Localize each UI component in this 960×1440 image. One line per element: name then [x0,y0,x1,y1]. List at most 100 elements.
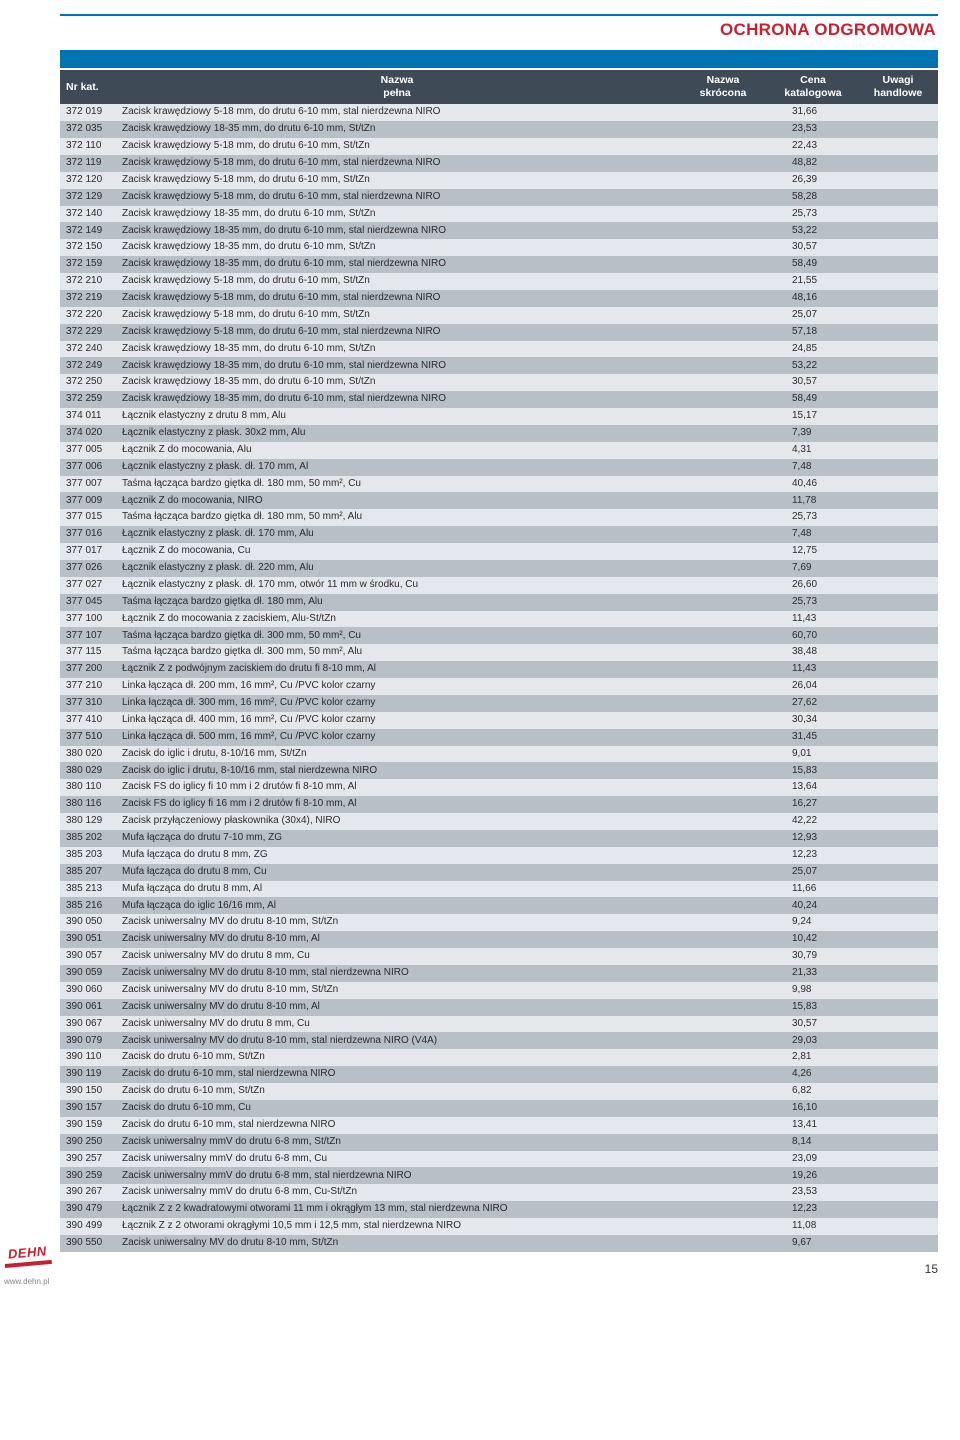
table-row: 380 116Zacisk FS do iglicy fi 16 mm i 2 … [60,796,938,813]
cell-nr: 390 061 [60,999,116,1016]
table-row: 377 026Łącznik elastyczny z płask. dł. 2… [60,560,938,577]
cell-cena: 11,08 [768,1218,858,1235]
cell-cena: 30,57 [768,374,858,391]
table-row: 385 216Mufa łącząca do iglic 16/16 mm, A… [60,897,938,914]
cell-nr: 377 310 [60,695,116,712]
table-row: 390 050Zacisk uniwersalny MV do drutu 8-… [60,914,938,931]
cell-skrocona [678,729,768,746]
cell-nazwa: Zacisk uniwersalny MV do drutu 8 mm, Cu [116,1016,678,1033]
table-row: 377 115Taśma łącząca bardzo giętka dł. 3… [60,644,938,661]
cell-nazwa: Mufa łącząca do iglic 16/16 mm, Al [116,897,678,914]
cell-cena: 12,75 [768,543,858,560]
divider-blue [60,50,938,68]
cell-nazwa: Mufa łącząca do drutu 8 mm, ZG [116,847,678,864]
cell-nr: 390 050 [60,914,116,931]
footer-url: www.dehn.pl [4,1277,49,1286]
cell-skrocona [678,442,768,459]
cell-nazwa: Zacisk krawędziowy 5-18 mm, do drutu 6-1… [116,324,678,341]
table-row: 372 149Zacisk krawędziowy 18-35 mm, do d… [60,222,938,239]
cell-uwagi [858,189,938,206]
cell-nr: 377 009 [60,492,116,509]
cell-uwagi [858,138,938,155]
cell-nazwa: Łącznik elastyczny z płask. dł. 170 mm, … [116,526,678,543]
cell-skrocona [678,1016,768,1033]
cell-nr: 377 107 [60,627,116,644]
cell-uwagi [858,1083,938,1100]
cell-uwagi [858,155,938,172]
cell-nr: 385 207 [60,864,116,881]
table-row: 390 059Zacisk uniwersalny MV do drutu 8-… [60,965,938,982]
cell-nr: 372 140 [60,206,116,223]
cell-cena: 10,42 [768,931,858,948]
cell-nr: 377 027 [60,577,116,594]
cell-cena: 53,22 [768,222,858,239]
table-row: 377 107Taśma łącząca bardzo giętka dł. 3… [60,627,938,644]
cell-skrocona [678,897,768,914]
cell-cena: 57,18 [768,324,858,341]
cell-nr: 385 213 [60,881,116,898]
cell-nr: 372 219 [60,290,116,307]
cell-nazwa: Zacisk krawędziowy 18-35 mm, do drutu 6-… [116,256,678,273]
cell-skrocona [678,1134,768,1151]
cell-uwagi [858,577,938,594]
cell-uwagi [858,762,938,779]
cell-skrocona [678,1049,768,1066]
cell-cena: 7,48 [768,526,858,543]
cell-cena: 23,53 [768,121,858,138]
cell-cena: 24,85 [768,341,858,358]
cell-nazwa: Zacisk do drutu 6-10 mm, Cu [116,1100,678,1117]
cell-nazwa: Zacisk krawędziowy 18-35 mm, do drutu 6-… [116,239,678,256]
th-nr: Nr kat. [60,70,116,104]
cell-skrocona [678,290,768,307]
cell-nazwa: Taśma łącząca bardzo giętka dł. 180 mm, … [116,594,678,611]
cell-uwagi [858,341,938,358]
cell-nazwa: Zacisk krawędziowy 18-35 mm, do drutu 6-… [116,374,678,391]
cell-nr: 372 150 [60,239,116,256]
cell-cena: 7,39 [768,425,858,442]
cell-nazwa: Łącznik Z do mocowania, Cu [116,543,678,560]
table-row: 377 510Linka łącząca dł. 500 mm, 16 mm²,… [60,729,938,746]
cell-uwagi [858,678,938,695]
table-row: 385 207Mufa łącząca do drutu 8 mm, Cu25,… [60,864,938,881]
cell-nazwa: Zacisk uniwersalny mmV do drutu 6-8 mm, … [116,1167,678,1184]
cell-nr: 390 159 [60,1117,116,1134]
cell-nazwa: Zacisk uniwersalny MV do drutu 8-10 mm, … [116,931,678,948]
cell-uwagi [858,408,938,425]
cell-nr: 390 051 [60,931,116,948]
cell-nazwa: Zacisk krawędziowy 5-18 mm, do drutu 6-1… [116,290,678,307]
cell-cena: 25,73 [768,206,858,223]
table-row: 377 410Linka łącząca dł. 400 mm, 16 mm²,… [60,712,938,729]
table-row: 390 159Zacisk do drutu 6-10 mm, stal nie… [60,1117,938,1134]
cell-cena: 42,22 [768,813,858,830]
cell-uwagi [858,1201,938,1218]
table-row: 372 019Zacisk krawędziowy 5-18 mm, do dr… [60,104,938,121]
cell-nr: 390 250 [60,1134,116,1151]
cell-uwagi [858,931,938,948]
cell-skrocona [678,1184,768,1201]
table-row: 390 079Zacisk uniwersalny MV do drutu 8-… [60,1032,938,1049]
table-row: 377 100Łącznik Z do mocowania z zaciskie… [60,611,938,628]
cell-nazwa: Zacisk uniwersalny mmV do drutu 6-8 mm, … [116,1134,678,1151]
cell-nr: 390 057 [60,948,116,965]
cell-nr: 372 240 [60,341,116,358]
cell-nazwa: Zacisk uniwersalny MV do drutu 8-10 mm, … [116,1235,678,1252]
cell-nazwa: Zacisk krawędziowy 18-35 mm, do drutu 6-… [116,222,678,239]
cell-nazwa: Łącznik elastyczny z płask. dł. 220 mm, … [116,560,678,577]
cell-nazwa: Łącznik elastyczny z płask. dł. 170 mm, … [116,577,678,594]
cell-cena: 9,01 [768,746,858,763]
table-row: 377 310Linka łącząca dł. 300 mm, 16 mm²,… [60,695,938,712]
cell-nazwa: Linka łącząca dł. 200 mm, 16 mm², Cu /PV… [116,678,678,695]
cell-uwagi [858,864,938,881]
th-nazwa: Nazwapełna [116,70,678,104]
cell-skrocona [678,813,768,830]
table-row: 377 009Łącznik Z do mocowania, NIRO11,78 [60,492,938,509]
cell-cena: 8,14 [768,1134,858,1151]
cell-nazwa: Zacisk uniwersalny MV do drutu 8-10 mm, … [116,914,678,931]
cell-uwagi [858,560,938,577]
cell-uwagi [858,1117,938,1134]
cell-nazwa: Łącznik Z do mocowania, Alu [116,442,678,459]
cell-cena: 48,82 [768,155,858,172]
cell-skrocona [678,695,768,712]
cell-skrocona [678,374,768,391]
cell-uwagi [858,999,938,1016]
